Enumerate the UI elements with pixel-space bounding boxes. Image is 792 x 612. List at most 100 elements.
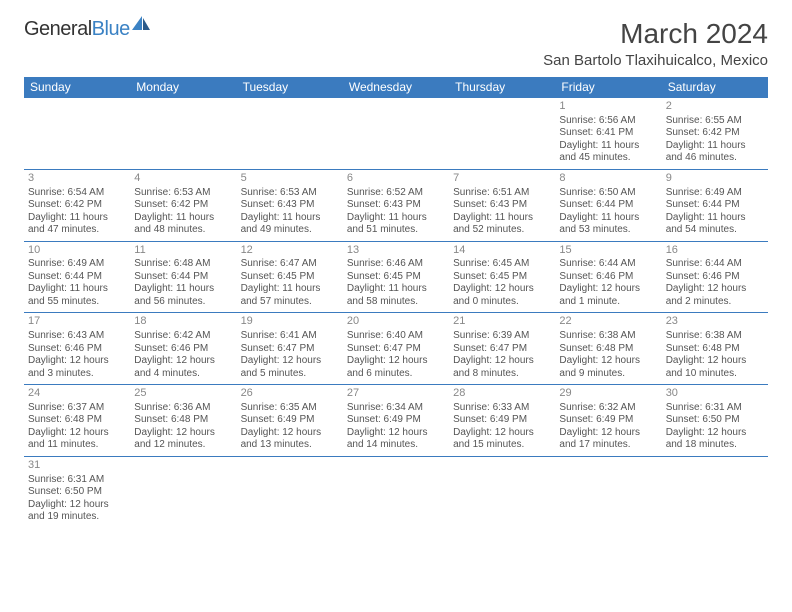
day-info: Sunrise: 6:40 AMSunset: 6:47 PMDaylight:… [347, 330, 445, 380]
day-number: 20 [347, 315, 445, 329]
calendar-week-row: 17Sunrise: 6:43 AMSunset: 6:46 PMDayligh… [24, 313, 768, 385]
title-block: March 2024 San Bartolo Tlaxihuicalco, Me… [543, 18, 768, 69]
weekday-header: Wednesday [343, 77, 449, 98]
calendar-day-cell: 7Sunrise: 6:51 AMSunset: 6:43 PMDaylight… [449, 169, 555, 241]
day-number: 19 [241, 315, 339, 329]
calendar-empty-cell [24, 98, 130, 170]
calendar-body: 1Sunrise: 6:56 AMSunset: 6:41 PMDaylight… [24, 98, 768, 528]
calendar-empty-cell [343, 98, 449, 170]
day-number: 5 [241, 172, 339, 186]
calendar-empty-cell [343, 456, 449, 527]
calendar-day-cell: 6Sunrise: 6:52 AMSunset: 6:43 PMDaylight… [343, 169, 449, 241]
day-number: 14 [453, 244, 551, 258]
calendar-empty-cell [555, 456, 661, 527]
location: San Bartolo Tlaxihuicalco, Mexico [543, 52, 768, 69]
day-info: Sunrise: 6:43 AMSunset: 6:46 PMDaylight:… [28, 330, 126, 380]
calendar-day-cell: 8Sunrise: 6:50 AMSunset: 6:44 PMDaylight… [555, 169, 661, 241]
day-number: 10 [28, 244, 126, 258]
day-number: 11 [134, 244, 232, 258]
calendar-day-cell: 14Sunrise: 6:45 AMSunset: 6:45 PMDayligh… [449, 241, 555, 313]
month-title: March 2024 [543, 18, 768, 50]
calendar-day-cell: 23Sunrise: 6:38 AMSunset: 6:48 PMDayligh… [662, 313, 768, 385]
weekday-header: Monday [130, 77, 236, 98]
day-number: 23 [666, 315, 764, 329]
day-info: Sunrise: 6:33 AMSunset: 6:49 PMDaylight:… [453, 402, 551, 452]
day-number: 24 [28, 387, 126, 401]
day-info: Sunrise: 6:50 AMSunset: 6:44 PMDaylight:… [559, 187, 657, 237]
day-number: 27 [347, 387, 445, 401]
calendar-week-row: 24Sunrise: 6:37 AMSunset: 6:48 PMDayligh… [24, 385, 768, 457]
day-number: 31 [28, 459, 126, 473]
calendar-table: SundayMondayTuesdayWednesdayThursdayFrid… [24, 77, 768, 528]
day-info: Sunrise: 6:31 AMSunset: 6:50 PMDaylight:… [28, 474, 126, 524]
day-number: 28 [453, 387, 551, 401]
day-info: Sunrise: 6:54 AMSunset: 6:42 PMDaylight:… [28, 187, 126, 237]
day-info: Sunrise: 6:41 AMSunset: 6:47 PMDaylight:… [241, 330, 339, 380]
day-number: 2 [666, 100, 764, 114]
day-number: 9 [666, 172, 764, 186]
day-info: Sunrise: 6:56 AMSunset: 6:41 PMDaylight:… [559, 115, 657, 165]
calendar-day-cell: 22Sunrise: 6:38 AMSunset: 6:48 PMDayligh… [555, 313, 661, 385]
calendar-day-cell: 27Sunrise: 6:34 AMSunset: 6:49 PMDayligh… [343, 385, 449, 457]
day-number: 4 [134, 172, 232, 186]
day-info: Sunrise: 6:32 AMSunset: 6:49 PMDaylight:… [559, 402, 657, 452]
day-number: 18 [134, 315, 232, 329]
day-number: 3 [28, 172, 126, 186]
calendar-empty-cell [237, 456, 343, 527]
day-number: 12 [241, 244, 339, 258]
calendar-week-row: 1Sunrise: 6:56 AMSunset: 6:41 PMDaylight… [24, 98, 768, 170]
day-info: Sunrise: 6:53 AMSunset: 6:43 PMDaylight:… [241, 187, 339, 237]
calendar-week-row: 3Sunrise: 6:54 AMSunset: 6:42 PMDaylight… [24, 169, 768, 241]
day-info: Sunrise: 6:36 AMSunset: 6:48 PMDaylight:… [134, 402, 232, 452]
day-number: 15 [559, 244, 657, 258]
calendar-day-cell: 4Sunrise: 6:53 AMSunset: 6:42 PMDaylight… [130, 169, 236, 241]
calendar-day-cell: 5Sunrise: 6:53 AMSunset: 6:43 PMDaylight… [237, 169, 343, 241]
day-number: 22 [559, 315, 657, 329]
calendar-day-cell: 17Sunrise: 6:43 AMSunset: 6:46 PMDayligh… [24, 313, 130, 385]
weekday-header: Tuesday [237, 77, 343, 98]
calendar-week-row: 31Sunrise: 6:31 AMSunset: 6:50 PMDayligh… [24, 456, 768, 527]
weekday-header: Saturday [662, 77, 768, 98]
day-info: Sunrise: 6:53 AMSunset: 6:42 PMDaylight:… [134, 187, 232, 237]
calendar-day-cell: 2Sunrise: 6:55 AMSunset: 6:42 PMDaylight… [662, 98, 768, 170]
calendar-day-cell: 9Sunrise: 6:49 AMSunset: 6:44 PMDaylight… [662, 169, 768, 241]
calendar-day-cell: 28Sunrise: 6:33 AMSunset: 6:49 PMDayligh… [449, 385, 555, 457]
logo: GeneralBlue [24, 18, 152, 41]
day-info: Sunrise: 6:44 AMSunset: 6:46 PMDaylight:… [559, 258, 657, 308]
calendar-empty-cell [130, 98, 236, 170]
day-number: 8 [559, 172, 657, 186]
day-info: Sunrise: 6:38 AMSunset: 6:48 PMDaylight:… [559, 330, 657, 380]
day-number: 13 [347, 244, 445, 258]
day-number: 1 [559, 100, 657, 114]
weekday-header: Thursday [449, 77, 555, 98]
calendar-day-cell: 10Sunrise: 6:49 AMSunset: 6:44 PMDayligh… [24, 241, 130, 313]
day-info: Sunrise: 6:35 AMSunset: 6:49 PMDaylight:… [241, 402, 339, 452]
calendar-day-cell: 26Sunrise: 6:35 AMSunset: 6:49 PMDayligh… [237, 385, 343, 457]
weekday-header: Friday [555, 77, 661, 98]
calendar-day-cell: 24Sunrise: 6:37 AMSunset: 6:48 PMDayligh… [24, 385, 130, 457]
day-info: Sunrise: 6:51 AMSunset: 6:43 PMDaylight:… [453, 187, 551, 237]
day-info: Sunrise: 6:55 AMSunset: 6:42 PMDaylight:… [666, 115, 764, 165]
calendar-day-cell: 21Sunrise: 6:39 AMSunset: 6:47 PMDayligh… [449, 313, 555, 385]
day-info: Sunrise: 6:47 AMSunset: 6:45 PMDaylight:… [241, 258, 339, 308]
day-number: 17 [28, 315, 126, 329]
day-number: 6 [347, 172, 445, 186]
day-info: Sunrise: 6:46 AMSunset: 6:45 PMDaylight:… [347, 258, 445, 308]
calendar-empty-cell [662, 456, 768, 527]
calendar-day-cell: 1Sunrise: 6:56 AMSunset: 6:41 PMDaylight… [555, 98, 661, 170]
day-info: Sunrise: 6:44 AMSunset: 6:46 PMDaylight:… [666, 258, 764, 308]
weekday-header-row: SundayMondayTuesdayWednesdayThursdayFrid… [24, 77, 768, 98]
day-info: Sunrise: 6:37 AMSunset: 6:48 PMDaylight:… [28, 402, 126, 452]
logo-word1: General [24, 18, 92, 40]
calendar-day-cell: 3Sunrise: 6:54 AMSunset: 6:42 PMDaylight… [24, 169, 130, 241]
calendar-empty-cell [449, 456, 555, 527]
day-info: Sunrise: 6:42 AMSunset: 6:46 PMDaylight:… [134, 330, 232, 380]
calendar-day-cell: 11Sunrise: 6:48 AMSunset: 6:44 PMDayligh… [130, 241, 236, 313]
calendar-empty-cell [237, 98, 343, 170]
day-info: Sunrise: 6:34 AMSunset: 6:49 PMDaylight:… [347, 402, 445, 452]
calendar-day-cell: 13Sunrise: 6:46 AMSunset: 6:45 PMDayligh… [343, 241, 449, 313]
logo-text: GeneralBlue [24, 18, 130, 41]
day-number: 25 [134, 387, 232, 401]
calendar-day-cell: 20Sunrise: 6:40 AMSunset: 6:47 PMDayligh… [343, 313, 449, 385]
day-number: 21 [453, 315, 551, 329]
